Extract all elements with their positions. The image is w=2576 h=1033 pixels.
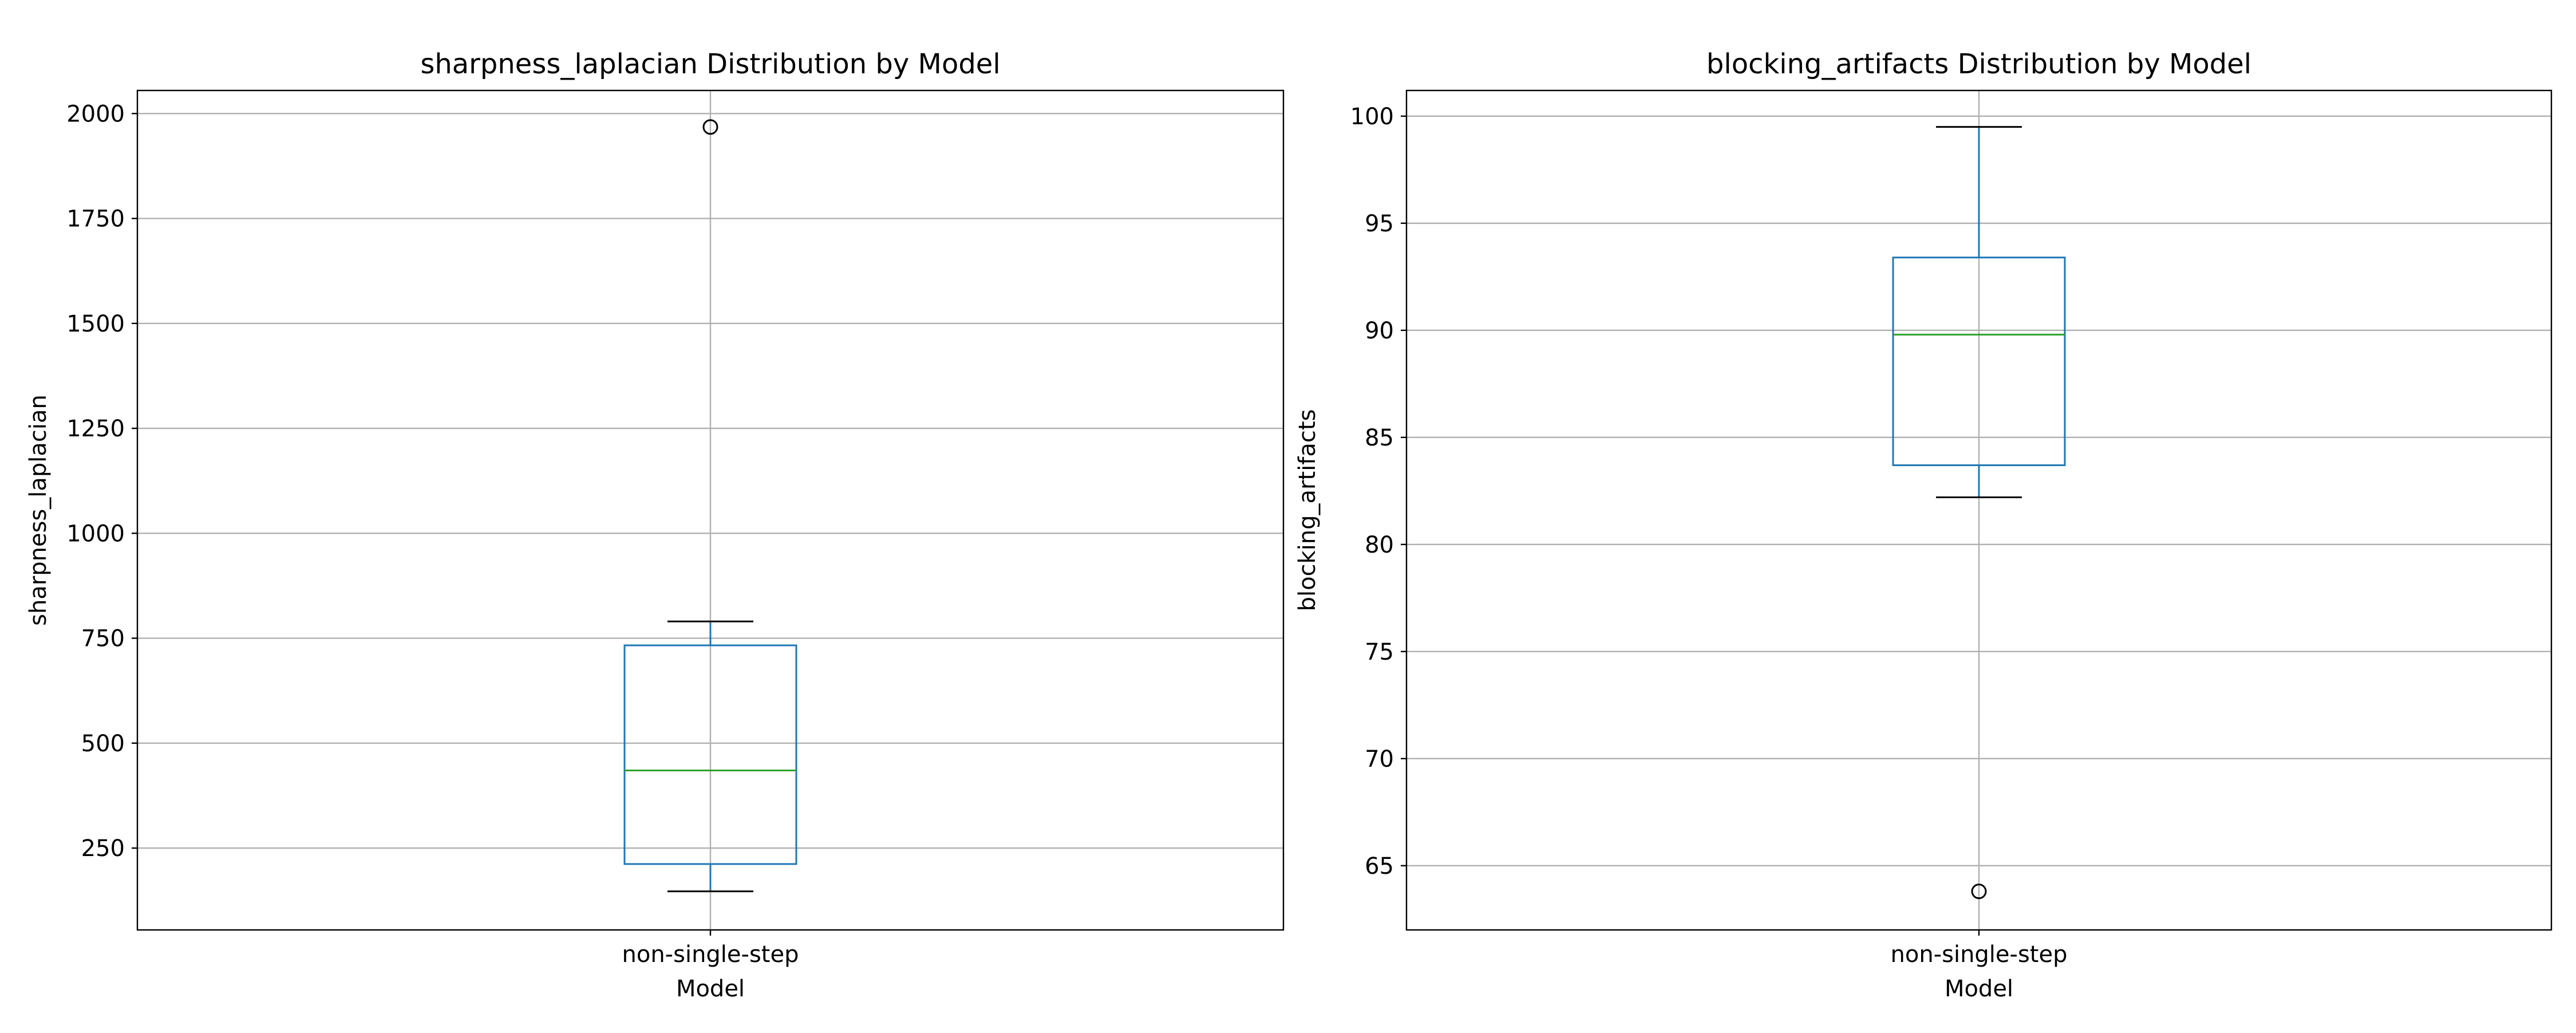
y-tick-label: 2000 — [66, 101, 125, 127]
y-tick-label: 1000 — [66, 521, 125, 547]
y-tick-label: 65 — [1365, 853, 1394, 880]
y-tick-label: 75 — [1365, 639, 1394, 665]
x-axis-label: Model — [1945, 976, 2013, 1002]
y-tick-label: 1250 — [66, 416, 125, 442]
x-tick-label: non-single-step — [1891, 941, 2068, 968]
axes-frame — [136, 89, 1285, 931]
y-axis-label: sharpness_laplacian — [25, 395, 52, 626]
outlier-point — [1971, 884, 1987, 900]
box-iqr — [623, 644, 797, 865]
y-tick-label: 750 — [81, 626, 125, 652]
outlier-point — [702, 119, 718, 135]
y-tick-label: 70 — [1365, 746, 1394, 772]
y-tick-label: 1500 — [66, 311, 125, 337]
axes-frame — [1405, 89, 2553, 931]
chart-title: sharpness_laplacian Distribution by Mode… — [420, 48, 1000, 80]
y-tick-label: 500 — [81, 731, 125, 757]
chart-title: blocking_artifacts Distribution by Model — [1706, 48, 2251, 80]
y-tick-label: 95 — [1365, 211, 1394, 237]
chart-sharpness-laplacian: 250 500 750 1000 1250 1500 1750 2000 non-single-… — [25, 48, 1285, 1002]
x-tick-label: non-single-step — [622, 941, 799, 968]
y-tick-label: 90 — [1365, 318, 1394, 344]
chart-blocking-artifacts: 65 70 75 80 85 90 95 100 non-single-step blocking… — [1294, 48, 2553, 1002]
y-axis-label: blocking_artifacts — [1294, 409, 1321, 612]
y-tick-label: 85 — [1365, 425, 1394, 451]
y-tick-label: 80 — [1365, 532, 1394, 558]
x-axis-label: Model — [676, 976, 745, 1002]
y-tick-label: 1750 — [66, 206, 125, 232]
y-tick-label: 250 — [81, 835, 125, 862]
y-tick-label: 100 — [1350, 104, 1394, 130]
box-iqr — [1892, 257, 2066, 466]
